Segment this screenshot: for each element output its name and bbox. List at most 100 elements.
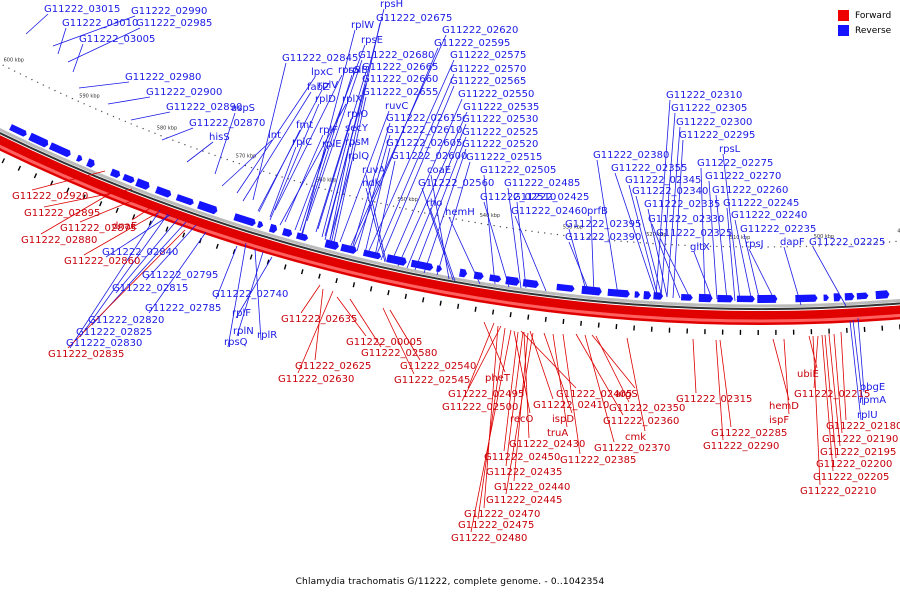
forward-gene-leader [300, 284, 321, 314]
scale-dot [793, 246, 795, 248]
scale-dot [677, 244, 680, 246]
forward-gene-label: G11222_02315 [676, 394, 752, 405]
reverse-gene-leader [483, 174, 496, 285]
forward-gene-label: G11222_00005 [346, 337, 422, 348]
scale-dot [537, 231, 540, 233]
forward-gene-label: G11222_02430 [509, 439, 585, 450]
forward-gene-label: truA [547, 428, 568, 439]
forward-gene-leader [470, 329, 512, 533]
reverse-gene-leader [365, 174, 387, 262]
forward-gene-leader [692, 338, 697, 394]
reverse-gene-arrow [717, 294, 734, 303]
ring-tick [492, 309, 495, 315]
reverse-gene-leader [115, 218, 179, 294]
gene-features [9, 124, 890, 303]
reverse-gene-arrow [122, 173, 135, 184]
forward-gene-label: ispF [769, 415, 789, 426]
reverse-gene-arrow [268, 223, 278, 233]
scale-dot [349, 195, 351, 197]
scale-dot [588, 237, 590, 239]
forward-gene-leader [336, 296, 367, 337]
reverse-gene-leader [375, 73, 455, 257]
reverse-gene-label: gltX [690, 242, 710, 253]
scale-dot [690, 244, 693, 247]
reverse-gene-leader [726, 207, 736, 302]
reverse-gene-arrow [473, 271, 484, 280]
scale-dot [343, 193, 345, 195]
forward-gene-label: cmk [625, 432, 646, 443]
reverse-gene-label: G11222_02380 [593, 150, 669, 161]
reverse-gene-leader [254, 248, 262, 341]
forward-gene-label: ubiE [797, 369, 819, 380]
reverse-gene-arrow [634, 291, 641, 298]
scale-dot [544, 232, 546, 234]
kbp-tick-label: 550 kbp [397, 197, 417, 203]
forward-gene-leader [719, 339, 732, 428]
forward-gene-leader [824, 334, 837, 459]
forward-gene-label: G11222_02370 [594, 443, 670, 454]
reverse-gene-leader [252, 62, 287, 201]
kbp-tick-label: 560 kbp [316, 177, 336, 183]
scale-dot [148, 130, 150, 132]
ring-tick [335, 278, 338, 284]
reverse-gene-label: G11222_02900 [146, 87, 222, 98]
reverse-gene-leader [614, 172, 657, 297]
forward-gene-leader [505, 331, 524, 467]
scale-dot [184, 144, 186, 146]
reverse-gene-label: G11222_02845 [282, 53, 358, 64]
ring-tick [509, 312, 512, 318]
scale-dot [767, 246, 769, 248]
ring-tick [283, 264, 287, 270]
scale-dot [876, 242, 878, 244]
scale-dot [550, 233, 552, 235]
ring-tick [115, 207, 119, 213]
reverse-gene-arrow [386, 254, 407, 266]
forward-gene-leader [529, 330, 554, 400]
forward-gene-label: G11222_02920 [12, 191, 88, 202]
reverse-gene-label: G11222_03005 [79, 34, 155, 45]
scale-dot [256, 168, 259, 171]
reverse-gene-leader [235, 256, 273, 319]
scale-dot [761, 246, 763, 248]
reverse-gene-arrow [489, 274, 502, 283]
scale-dot [386, 204, 388, 206]
reverse-gene-leader [849, 320, 862, 421]
reverse-gene-arrow [362, 249, 382, 260]
forward-gene-leader [812, 335, 821, 486]
reverse-gene-label: G11222_02335 [644, 199, 720, 210]
ring-tick [249, 254, 253, 260]
reverse-gene-label: G11222_02245 [723, 198, 799, 209]
reverse-gene-arrow [522, 279, 539, 288]
reverse-gene-label: rplB [348, 65, 368, 76]
reverse-gene-arrow [324, 239, 339, 250]
scale-dot [506, 226, 508, 229]
ring-tick [422, 297, 425, 303]
kbp-tick-label: 590 kbp [79, 94, 99, 100]
scale-dot [2, 64, 4, 67]
kbp-tick-label: 500 kbp [814, 234, 834, 240]
forward-gene-leader [552, 333, 568, 428]
scale-dot [805, 245, 808, 248]
reverse-gene-label: G11222_02820 [88, 315, 164, 326]
scale-dot [786, 246, 788, 248]
forward-gene-label: G11222_02440 [494, 482, 570, 493]
reverse-gene-leader [269, 103, 320, 221]
scale-dot [825, 245, 827, 247]
reverse-gene-label: rplO [347, 109, 368, 120]
reverse-gene-label: rho [426, 198, 442, 209]
forward-gene-leader [131, 206, 153, 221]
reverse-gene-label: G11222_02485 [504, 178, 580, 189]
reverse-gene-label: rplX [342, 94, 362, 105]
forward-gene-label: G11222_02200 [816, 459, 892, 470]
forward-gene-leader [349, 298, 382, 348]
reverse-gene-label: rplN [233, 326, 254, 337]
scale-dot [468, 220, 470, 223]
scale-dot [709, 245, 712, 247]
forward-gene-label: G11222_02630 [278, 374, 354, 385]
reverse-gene-leader [568, 228, 588, 295]
reverse-gene-leader [78, 81, 130, 89]
scale-dot [299, 181, 302, 184]
reverse-gene-leader [596, 159, 619, 296]
reverse-gene-leader [693, 251, 713, 300]
reverse-gene-label: G11222_02325 [656, 228, 732, 239]
